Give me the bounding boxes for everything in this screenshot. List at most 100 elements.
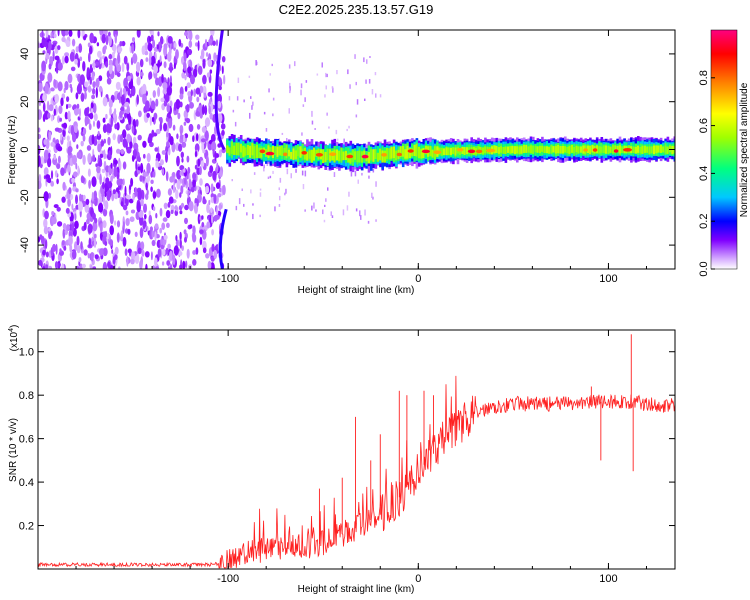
spectrogram-noise-cell	[120, 87, 123, 97]
spectrogram-band-cell	[513, 146, 517, 155]
spectrogram-noise-cell	[145, 263, 148, 269]
spectrogram-band-cell	[652, 145, 656, 155]
spectrogram-band-cell	[566, 146, 569, 154]
spectrogram-faint-cell	[322, 209, 324, 215]
spectrogram-noise-cell	[204, 130, 209, 142]
spectrogram-noise-cell	[136, 76, 141, 86]
spectrogram-noise-cell	[56, 178, 59, 185]
spectrogram-noise-cell	[68, 30, 73, 37]
spectrogram-band-cell	[299, 146, 302, 158]
spectrogram-noise-cell	[57, 81, 63, 92]
spectrogram-noise-cell	[100, 140, 105, 147]
spectrogram-noise-cell	[179, 192, 182, 198]
spectrogram-noise-cell	[216, 205, 219, 216]
spectrogram-band-cell	[643, 145, 647, 153]
spectrogram-hot-cell	[467, 149, 476, 154]
spectrogram-noise-cell	[56, 206, 61, 212]
spectrogram-noise-cell	[72, 154, 77, 165]
spectrogram-noise-cell	[197, 65, 203, 76]
spectrogram-faint-cell	[278, 204, 281, 207]
spectrogram-noise-cell	[138, 156, 141, 163]
spectrogram-noise-cell	[201, 104, 205, 115]
spectrogram-faint-cell	[271, 63, 273, 67]
spectrogram-noise-cell	[96, 42, 100, 47]
spectrogram-noise-cell	[152, 39, 156, 49]
spectrogram-faint-cell	[348, 191, 350, 197]
spectrogram-noise-cell	[66, 224, 70, 232]
spectrogram-band-cell	[390, 146, 394, 159]
y-tick-label: -20	[19, 189, 31, 205]
spectrogram-faint-cell	[336, 138, 339, 141]
spectrogram-noise-cell	[86, 218, 90, 225]
spectrogram-noise-cell	[143, 153, 146, 159]
spectrogram-band-cell	[267, 145, 270, 158]
spectrogram-noise-cell	[117, 266, 121, 269]
spectrogram-noise-cell	[220, 123, 226, 130]
spectrogram-band-cell	[548, 146, 551, 154]
spectrogram-faint-cell	[354, 54, 356, 59]
spectrogram-noise-cell	[193, 88, 197, 98]
spectrogram-noise-cell	[116, 72, 121, 78]
spectrogram-noise-cell	[109, 239, 114, 247]
spectrogram-band-cell	[520, 146, 524, 154]
spectrogram-noise-cell	[139, 227, 144, 239]
spectrogram-band-cell	[367, 152, 371, 164]
spectrogram-noise-cell	[85, 198, 90, 206]
spectrogram-noise-cell	[74, 213, 77, 221]
spectrogram-noise-cell	[183, 61, 187, 72]
spectrogram-band-cell	[404, 149, 407, 159]
spectrogram-noise-cell	[186, 103, 190, 113]
y-tick-label: 0.8	[19, 390, 34, 402]
spectrogram-noise-cell	[99, 153, 104, 159]
spectrogram-band-cell	[634, 146, 638, 154]
spectrogram-noise-cell	[184, 217, 188, 225]
spectrogram-noise-cell	[179, 239, 182, 249]
spectrogram-band-cell	[586, 145, 590, 153]
spectrogram-noise-cell	[73, 125, 78, 134]
spectrogram-band-cell	[258, 147, 261, 159]
spectrogram-noise-cell	[125, 194, 131, 200]
spectrogram-band-cell	[559, 146, 562, 154]
spectrogram-noise-cell	[82, 194, 86, 200]
spectrogram-noise-cell	[141, 45, 146, 55]
spectrogram-band-cell	[632, 146, 635, 153]
spectrogram-noise-cell	[119, 41, 123, 47]
spectrogram-faint-cell	[243, 203, 245, 207]
spectrogram-band-cell	[579, 146, 583, 153]
spectrogram-faint-cell	[288, 108, 290, 114]
spectrogram-noise-cell	[38, 82, 43, 92]
spectrogram-noise-cell	[80, 140, 84, 147]
spectrogram-noise-cell	[161, 150, 167, 155]
spectrogram-noise-cell	[60, 97, 64, 107]
spectrogram-noise-cell	[195, 111, 200, 117]
spectrogram-noise-cell	[38, 127, 41, 133]
spectrogram-noise-cell	[186, 48, 193, 56]
spectrogram-noise-cell	[75, 162, 78, 170]
spectrogram-band-cell	[294, 150, 298, 160]
spectrogram-faint-cell	[316, 73, 319, 76]
spectrogram-noise-cell	[210, 183, 214, 194]
spectrogram-faint-cell	[268, 88, 270, 93]
spectrogram-noise-cell	[91, 134, 95, 145]
spectrogram-noise-cell	[217, 193, 222, 198]
spectrogram-noise-cell	[150, 186, 153, 192]
spectrogram-noise-cell	[110, 175, 113, 183]
spectrogram-faint-cell	[336, 70, 338, 75]
spectrogram-noise-cell	[115, 81, 121, 91]
spectrogram-noise-cell	[151, 265, 156, 269]
x-tick-label: 0	[415, 573, 421, 585]
spectrogram-noise-cell	[189, 224, 193, 229]
spectrogram-faint-cell	[330, 211, 332, 216]
spectrogram-noise-cell	[48, 152, 51, 159]
spectrogram-noise-cell	[166, 140, 170, 148]
spectrogram-noise-cell	[98, 160, 103, 168]
spectrogram-noise-cell	[43, 218, 48, 228]
spectrogram-noise-cell	[173, 245, 179, 256]
spectrogram-noise-cell	[179, 93, 184, 100]
spectrogram-faint-cell	[263, 164, 265, 169]
spectrogram-faint-cell	[379, 94, 382, 98]
spectrogram-noise-cell	[130, 177, 134, 187]
spectrogram-hot-cell	[315, 153, 323, 157]
spectrogram-noise-cell	[221, 56, 226, 63]
spectrogram-faint-cell	[333, 172, 336, 177]
